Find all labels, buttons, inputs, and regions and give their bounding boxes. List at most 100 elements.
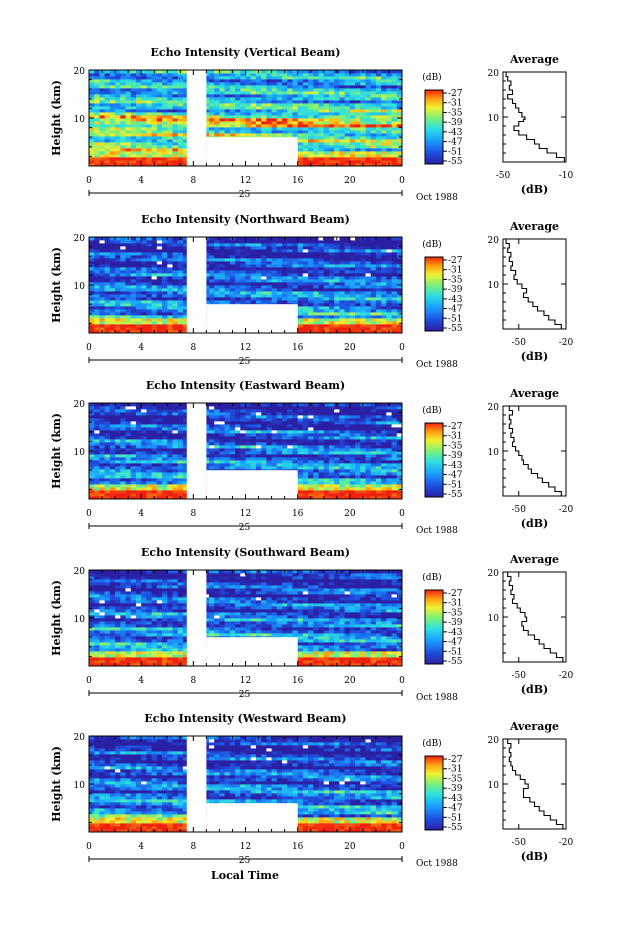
colorbar-tick-label: -27 bbox=[448, 589, 463, 599]
panel-1: Echo Intensity (Vertical Beam) 20 10 Height… bbox=[50, 46, 463, 203]
panel-title: Echo Intensity (Westward Beam) bbox=[144, 712, 346, 725]
data-gap bbox=[206, 137, 298, 166]
x-tick-label: 16 bbox=[292, 676, 304, 686]
x-tick-label: 20 bbox=[344, 343, 356, 353]
data-gap bbox=[186, 570, 207, 666]
x-tick-label: 16 bbox=[292, 842, 304, 852]
y-tick-label: 20 bbox=[488, 69, 500, 79]
x-tick-label: 0 bbox=[86, 176, 92, 186]
x-tick-label: 0 bbox=[399, 176, 405, 186]
x-axis-label: (dB) bbox=[521, 350, 548, 363]
x-tick-label: 8 bbox=[190, 509, 196, 519]
colorbar-tick-label: -27 bbox=[448, 256, 463, 266]
x-tick-label: -20 bbox=[559, 505, 574, 515]
colorbar-tick-label: -35 bbox=[448, 774, 463, 784]
colorbar bbox=[424, 755, 444, 831]
date-day-label: 25 bbox=[239, 856, 251, 866]
average-frame bbox=[502, 738, 567, 830]
colorbar-unit: (dB) bbox=[422, 405, 441, 416]
echo-intensity-field bbox=[89, 237, 403, 334]
y-axis-label: Height (km) bbox=[50, 413, 63, 489]
data-gap bbox=[186, 237, 207, 333]
data-gap bbox=[206, 470, 298, 499]
colorbar bbox=[424, 89, 444, 165]
x-tick-label: 0 bbox=[399, 676, 405, 686]
y-tick-label: 10 bbox=[74, 282, 86, 292]
colorbar-tick-label: -31 bbox=[448, 765, 463, 775]
x-tick-label: -20 bbox=[559, 671, 574, 681]
y-tick-label: 10 bbox=[488, 614, 500, 624]
colorbar-tick-label: -43 bbox=[448, 128, 463, 138]
x-tick-label: -50 bbox=[512, 838, 527, 848]
colorbar-tick-label: -35 bbox=[448, 275, 463, 285]
x-tick-label: 12 bbox=[240, 509, 251, 519]
colorbar-tick-label: -31 bbox=[448, 599, 463, 609]
x-tick-label: 4 bbox=[138, 842, 144, 852]
x-tick-label: -50 bbox=[512, 671, 527, 681]
average-panel-1: Average 20 10 -50 -10 (dB) bbox=[488, 53, 574, 196]
colorbar-tick-label: -39 bbox=[448, 618, 463, 628]
colorbar-unit: (dB) bbox=[422, 738, 441, 749]
colorbar-tick-label: -47 bbox=[448, 305, 463, 315]
average-title: Average bbox=[509, 53, 559, 66]
x-tick-label: 12 bbox=[240, 676, 251, 686]
average-profile-line bbox=[507, 738, 564, 829]
x-tick-label: 4 bbox=[138, 676, 144, 686]
average-panel-4: Average 20 10 -50 -20 (dB) bbox=[488, 553, 574, 696]
colorbar-tick-label: -27 bbox=[448, 755, 463, 765]
x-tick-label: 8 bbox=[190, 676, 196, 686]
x-tick-label: 12 bbox=[240, 343, 251, 353]
x-tick-label: 0 bbox=[86, 509, 92, 519]
x-tick-label: 4 bbox=[138, 509, 144, 519]
x-tick-label: 8 bbox=[190, 842, 196, 852]
average-title: Average bbox=[509, 220, 559, 233]
colorbar bbox=[424, 589, 444, 665]
y-tick-label: 20 bbox=[74, 400, 86, 410]
colorbar-unit: (dB) bbox=[422, 239, 441, 250]
data-gap bbox=[186, 736, 207, 832]
colorbar-tick-label: -55 bbox=[448, 324, 463, 334]
colorbar-tick-label: -51 bbox=[448, 813, 463, 823]
colorbar-tick-label: -51 bbox=[448, 480, 463, 490]
colorbar-tick-label: -51 bbox=[448, 314, 463, 324]
data-gap bbox=[186, 403, 207, 499]
panel-title: Echo Intensity (Southward Beam) bbox=[141, 546, 350, 559]
data-gap bbox=[206, 304, 298, 333]
colorbar-tick-label: -31 bbox=[448, 99, 463, 109]
colorbar-tick-label: -55 bbox=[448, 157, 463, 167]
y-tick-label: 10 bbox=[74, 615, 86, 625]
x-tick-label: 0 bbox=[86, 842, 92, 852]
bottom-axis-label: Local Time bbox=[211, 869, 279, 882]
panel-3: Echo Intensity (Eastward Beam) 20 10 Height… bbox=[50, 379, 463, 536]
colorbar-unit: (dB) bbox=[422, 572, 441, 583]
colorbar-unit: (dB) bbox=[422, 72, 441, 83]
date-day-label: 25 bbox=[239, 523, 251, 533]
colorbar-tick-label: -35 bbox=[448, 441, 463, 451]
colorbar-tick-label: -55 bbox=[448, 657, 463, 667]
y-axis-label: Height (km) bbox=[50, 247, 63, 323]
colorbar-tick-label: -39 bbox=[448, 451, 463, 461]
colorbar-tick-label: -31 bbox=[448, 432, 463, 442]
colorbar-tick-label: -39 bbox=[448, 118, 463, 128]
average-title: Average bbox=[509, 387, 559, 400]
date-day-label: 25 bbox=[239, 190, 251, 200]
panel-title: Echo Intensity (Eastward Beam) bbox=[146, 379, 345, 392]
x-tick-label: 20 bbox=[344, 176, 356, 186]
x-tick-label: 8 bbox=[190, 176, 196, 186]
x-tick-label: 16 bbox=[292, 343, 304, 353]
colorbar-tick-label: -51 bbox=[448, 647, 463, 657]
average-title: Average bbox=[509, 553, 559, 566]
colorbar-tick-label: -35 bbox=[448, 108, 463, 118]
y-tick-label: 20 bbox=[74, 67, 86, 77]
colorbar-tick-label: -39 bbox=[448, 784, 463, 794]
y-tick-label: 10 bbox=[488, 114, 500, 124]
panel-title: Echo Intensity (Northward Beam) bbox=[141, 213, 350, 226]
date-day-label: 25 bbox=[239, 357, 251, 367]
x-tick-label: -50 bbox=[512, 505, 527, 515]
y-axis-label: Height (km) bbox=[50, 580, 63, 656]
x-tick-label: -20 bbox=[559, 838, 574, 848]
x-tick-label: -50 bbox=[496, 171, 511, 181]
y-tick-label: 10 bbox=[74, 448, 86, 458]
x-tick-label: 4 bbox=[138, 176, 144, 186]
